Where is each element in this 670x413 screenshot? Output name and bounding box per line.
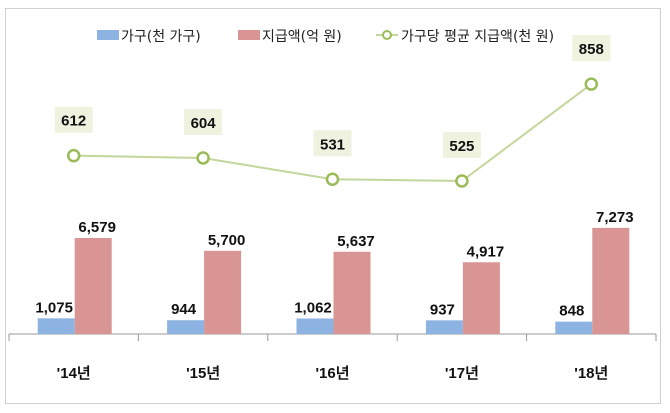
bar-payment [204,250,242,334]
x-tick-label: '15년 [186,365,220,382]
legend-label-average: 가구당 평균 지급액(천 원) [401,29,554,45]
bar-households [37,318,75,334]
x-tick-label: '14년 [57,365,91,382]
bar-payment [592,227,630,334]
data-label-households: 937 [430,301,455,318]
line-point-average [66,148,81,163]
line-point-average [325,172,340,187]
legend-swatch-payment [238,30,260,40]
data-label-households: 944 [171,301,197,318]
x-tick-label: '18년 [574,365,608,382]
legend-swatch-households [97,30,119,40]
data-label-average: 525 [449,138,474,155]
data-label-payment: 4,917 [467,243,505,260]
legend-label-payment: 지급액(억 원) [262,29,342,45]
line-point-average [584,77,599,91]
data-label-bg [184,109,223,136]
data-label-average: 604 [191,115,217,132]
bar-households [167,320,205,334]
data-label-payment: 5,700 [208,232,246,249]
data-label-bg [313,130,352,157]
data-label-households: 1,062 [294,300,332,317]
bar-households [555,321,593,334]
line-point-average [455,174,469,188]
data-label-payment: 5,637 [337,233,375,250]
data-label-bg [54,106,93,133]
data-label-average: 531 [320,136,345,153]
bar-payment [74,238,112,334]
data-label-payment: 6,579 [78,219,116,236]
bar-households [296,318,334,334]
data-label-bg [572,35,611,62]
data-label-payment: 7,273 [596,209,634,226]
x-tick-label: '16년 [315,365,349,382]
x-tick-label: '17년 [445,365,479,382]
data-label-households: 1,075 [35,299,73,316]
legend-label-households: 가구(천 가구) [121,29,201,45]
data-label-bg [442,132,481,158]
data-label-average: 612 [61,113,86,130]
bar-households [425,320,463,334]
bar-payment [333,251,371,334]
bar-payment [462,262,500,334]
chart-frame [5,8,661,404]
legend-marker-average [382,30,392,40]
data-label-average: 858 [579,41,604,58]
data-label-households: 848 [559,303,584,320]
line-point-average [196,151,210,165]
